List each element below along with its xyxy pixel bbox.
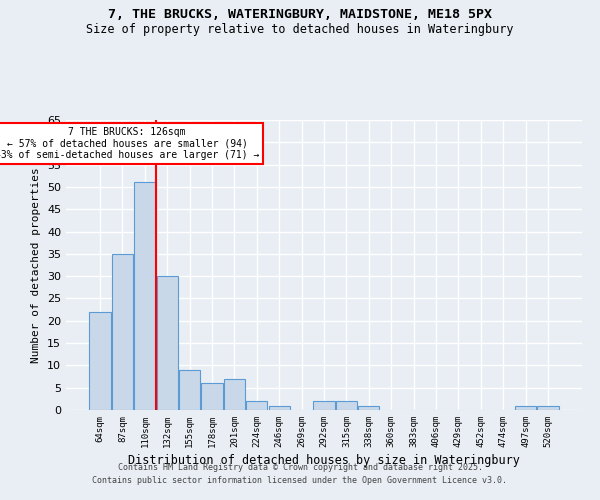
Bar — [202, 383, 223, 410]
Text: 7 THE BRUCKS: 126sqm
← 57% of detached houses are smaller (94)
43% of semi-detac: 7 THE BRUCKS: 126sqm ← 57% of detached h… — [0, 126, 259, 160]
Bar — [515, 406, 536, 410]
Bar — [336, 401, 357, 410]
Bar — [157, 276, 178, 410]
Bar — [313, 401, 335, 410]
Text: Size of property relative to detached houses in Wateringbury: Size of property relative to detached ho… — [86, 22, 514, 36]
Bar — [246, 401, 268, 410]
Text: 7, THE BRUCKS, WATERINGBURY, MAIDSTONE, ME18 5PX: 7, THE BRUCKS, WATERINGBURY, MAIDSTONE, … — [108, 8, 492, 20]
Bar — [134, 182, 155, 410]
Bar — [269, 406, 290, 410]
Bar — [89, 312, 111, 410]
Bar — [112, 254, 133, 410]
Y-axis label: Number of detached properties: Number of detached properties — [31, 167, 41, 363]
Bar — [224, 379, 245, 410]
Text: Contains HM Land Registry data © Crown copyright and database right 2025.: Contains HM Land Registry data © Crown c… — [118, 462, 482, 471]
Bar — [179, 370, 200, 410]
Bar — [358, 406, 379, 410]
Text: Contains public sector information licensed under the Open Government Licence v3: Contains public sector information licen… — [92, 476, 508, 485]
Bar — [537, 406, 559, 410]
X-axis label: Distribution of detached houses by size in Wateringbury: Distribution of detached houses by size … — [128, 454, 520, 467]
